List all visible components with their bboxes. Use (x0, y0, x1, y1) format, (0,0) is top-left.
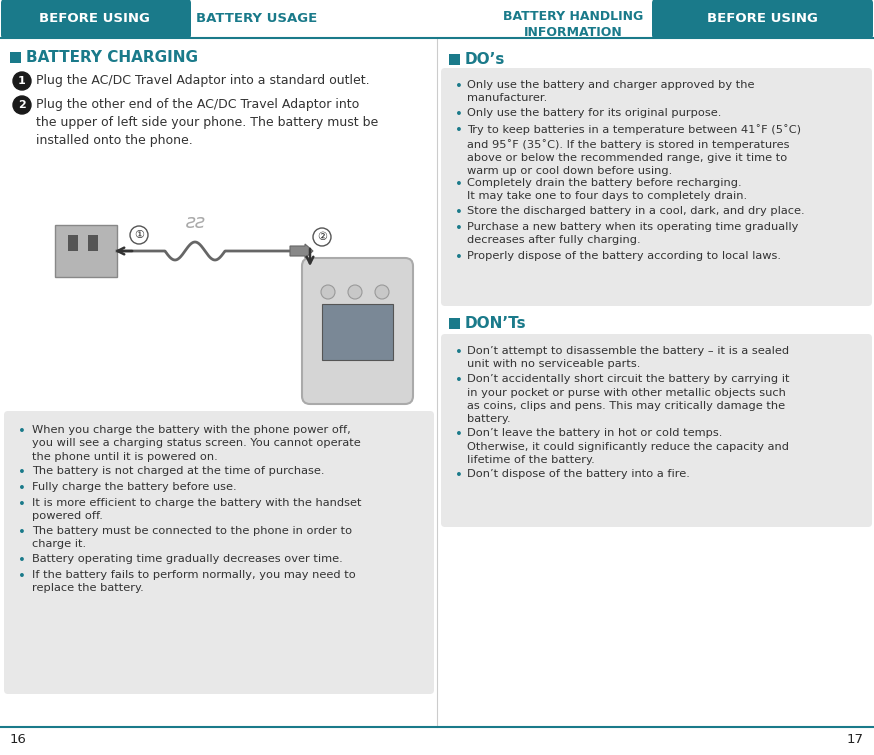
Bar (449, 318, 460, 329)
Text: •: • (455, 346, 463, 359)
Text: DO’s: DO’s (465, 53, 505, 67)
Text: 17: 17 (847, 733, 864, 746)
Text: Try to keep batteries in a temperature between 41˚F (5˚C)
and 95˚F (35˚C). If th: Try to keep batteries in a temperature b… (467, 124, 801, 177)
Text: The battery is not charged at the time of purchase.: The battery is not charged at the time o… (32, 466, 324, 476)
Text: •: • (455, 222, 463, 235)
Text: Purchase a new battery when its operating time gradually
decreases after fully c: Purchase a new battery when its operatin… (467, 222, 798, 245)
Text: Plug the AC/DC Travel Adaptor into a standard outlet.: Plug the AC/DC Travel Adaptor into a sta… (36, 74, 370, 87)
Circle shape (13, 72, 31, 90)
Text: Battery operating time gradually decreases over time.: Battery operating time gradually decreas… (32, 554, 343, 565)
Bar (88, 235, 98, 251)
Text: •: • (455, 251, 463, 263)
FancyBboxPatch shape (441, 68, 872, 306)
Text: 16: 16 (10, 733, 27, 746)
Text: 2: 2 (18, 100, 26, 110)
Text: ②: ② (317, 232, 327, 242)
Text: If the battery fails to perform normally, you may need to
replace the battery.: If the battery fails to perform normally… (32, 570, 356, 593)
Text: Only use the battery and charger approved by the
manufacturer.: Only use the battery and charger approve… (467, 80, 754, 103)
Bar (68, 235, 78, 251)
Text: BEFORE USING: BEFORE USING (706, 13, 817, 26)
Text: Only use the battery for its original purpose.: Only use the battery for its original pu… (467, 109, 721, 119)
Text: •: • (18, 554, 26, 568)
Text: •: • (455, 206, 463, 220)
FancyBboxPatch shape (441, 334, 872, 527)
Text: BATTERY CHARGING: BATTERY CHARGING (26, 51, 198, 66)
FancyArrow shape (290, 244, 313, 258)
FancyBboxPatch shape (302, 258, 413, 404)
Text: •: • (18, 498, 26, 510)
Text: Fully charge the battery before use.: Fully charge the battery before use. (32, 482, 237, 492)
Text: BATTERY USAGE: BATTERY USAGE (196, 13, 317, 26)
Text: Don’t leave the battery in hot or cold temps.
Otherwise, it could significantly : Don’t leave the battery in hot or cold t… (467, 428, 789, 465)
Text: BEFORE USING: BEFORE USING (38, 13, 149, 26)
Circle shape (13, 96, 31, 114)
Circle shape (313, 228, 331, 246)
Text: Properly dispose of the battery according to local laws.: Properly dispose of the battery accordin… (467, 251, 781, 260)
Text: •: • (455, 470, 463, 482)
Circle shape (348, 285, 362, 299)
Text: •: • (455, 124, 463, 137)
Text: •: • (18, 526, 26, 539)
Text: The battery must be connected to the phone in order to
charge it.: The battery must be connected to the pho… (32, 526, 352, 550)
Text: •: • (18, 466, 26, 479)
Text: It is more efficient to charge the battery with the handset
powered off.: It is more efficient to charge the batte… (32, 498, 362, 521)
Text: When you charge the battery with the phone power off,
you will see a charging st: When you charge the battery with the pho… (32, 425, 361, 462)
Text: ƨƨ: ƨƨ (185, 214, 205, 233)
Text: Don’t dispose of the battery into a fire.: Don’t dispose of the battery into a fire… (467, 470, 690, 479)
Text: •: • (455, 109, 463, 122)
Text: verizon: verizon (343, 273, 371, 282)
Text: •: • (455, 374, 463, 387)
Circle shape (130, 226, 148, 244)
Text: ①: ① (134, 230, 144, 240)
FancyBboxPatch shape (652, 0, 873, 39)
Text: •: • (455, 80, 463, 93)
Text: Don’t accidentally short circuit the battery by carrying it
in your pocket or pu: Don’t accidentally short circuit the bat… (467, 374, 789, 424)
Bar (55, 225, 117, 277)
Bar (10, 52, 21, 63)
Text: •: • (455, 428, 463, 441)
Text: Don’t attempt to disassemble the battery – it is a sealed
unit with no serviceab: Don’t attempt to disassemble the battery… (467, 346, 789, 369)
FancyBboxPatch shape (4, 411, 434, 694)
Text: 1: 1 (18, 76, 26, 86)
Text: •: • (18, 482, 26, 495)
Text: •: • (18, 570, 26, 583)
Text: Store the discharged battery in a cool, dark, and dry place.: Store the discharged battery in a cool, … (467, 206, 805, 217)
Text: DON’Ts: DON’Ts (465, 316, 527, 331)
Text: •: • (455, 178, 463, 191)
Text: BATTERY HANDLING
INFORMATION: BATTERY HANDLING INFORMATION (503, 10, 643, 39)
Text: •: • (18, 425, 26, 438)
Text: Completely drain the battery before recharging.
It may take one to four days to : Completely drain the battery before rech… (467, 178, 747, 202)
Circle shape (321, 285, 335, 299)
Bar (449, 54, 460, 65)
Bar (322, 304, 393, 360)
Circle shape (375, 285, 389, 299)
FancyBboxPatch shape (1, 0, 191, 39)
Text: Plug the other end of the AC/DC Travel Adaptor into
the upper of left side your : Plug the other end of the AC/DC Travel A… (36, 98, 378, 147)
